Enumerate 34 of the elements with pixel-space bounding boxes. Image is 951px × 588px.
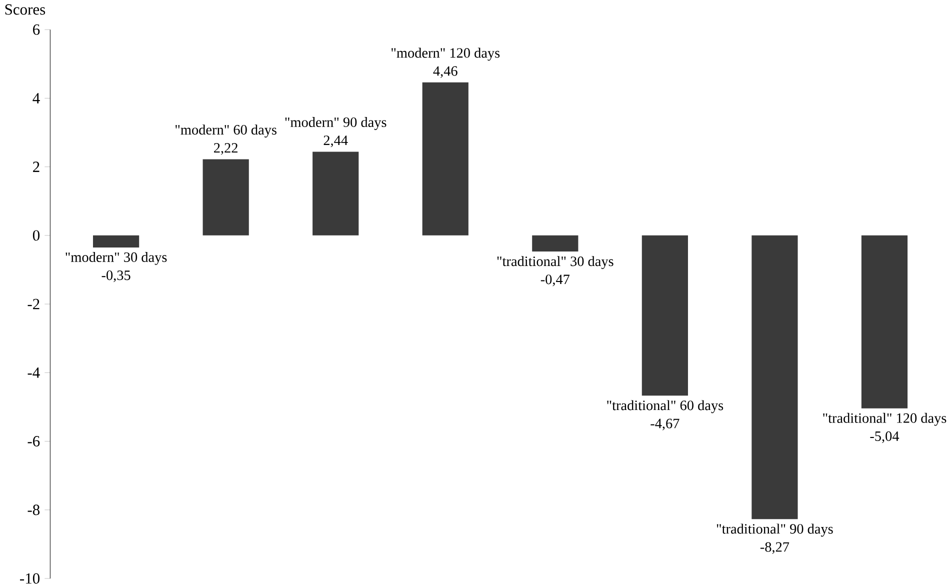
- data-label: -5,04: [870, 431, 900, 444]
- x-tick-label: "modern" 60 days: [176, 124, 276, 138]
- data-label: -0,47: [540, 274, 570, 286]
- y-tick-label: -10: [20, 573, 40, 584]
- data-label: 4,46: [433, 66, 458, 78]
- x-tick-label: "modern" 30 days: [66, 252, 167, 265]
- x-tick-label: "modern" 90 days: [285, 117, 386, 130]
- y-tick-label: -8: [28, 504, 40, 516]
- bar: [202, 159, 249, 236]
- bar: [422, 82, 468, 236]
- y-tick-label: -6: [28, 436, 40, 446]
- bar: [312, 152, 359, 236]
- data-label: -4,67: [650, 418, 680, 430]
- y-tick-label: 0: [32, 230, 40, 241]
- x-tick-label: "modern" 120 days: [392, 48, 500, 61]
- x-tick-label: "traditional" 60 days: [607, 400, 724, 414]
- bar: [642, 235, 688, 396]
- x-tick-label: "traditional" 120 days: [823, 412, 946, 426]
- data-label: -0,35: [102, 270, 130, 282]
- data-label: 2,44: [324, 136, 348, 148]
- bar: [532, 235, 578, 252]
- y-tick-label: -4: [28, 368, 40, 378]
- bar: [93, 235, 140, 248]
- y-tick-label: 4: [32, 93, 40, 104]
- bar: [752, 235, 798, 520]
- y-tick-label: 2: [33, 162, 40, 172]
- x-tick-label: "traditional" 30 days: [497, 256, 614, 270]
- data-label: -8,27: [760, 542, 790, 554]
- data-label: 2,22: [214, 143, 238, 155]
- x-tick-label: "traditional" 90 days: [716, 524, 833, 537]
- y-tick-label: -2: [28, 298, 40, 310]
- y-tick-label: 6: [33, 24, 40, 35]
- bar: [861, 235, 908, 408]
- y-axis-title: Scores: [5, 4, 46, 15]
